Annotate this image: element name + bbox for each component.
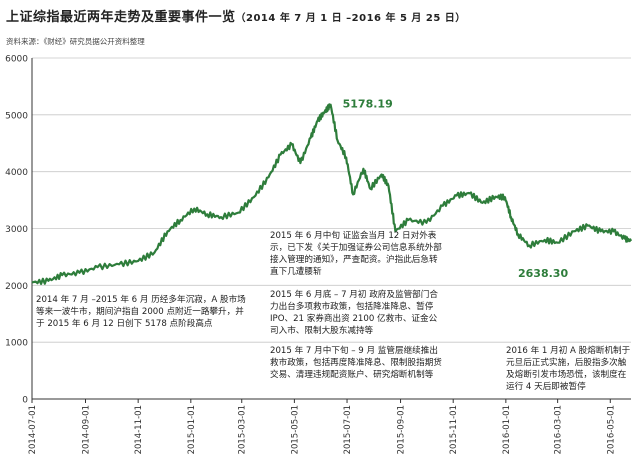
y-tick-label: 1000 xyxy=(5,339,28,349)
note-regulation: 2015 年 6 月中旬 证监会当月 12 日对外表示，已下发《关于加强证券公司… xyxy=(270,231,442,277)
chart-title: 上证综指最近两年走势及重要事件一览（2014 年 7 月 1 日 –2016 年… xyxy=(6,10,466,25)
index-line xyxy=(31,103,633,285)
x-tick-label: 2014-11-01 xyxy=(134,405,144,454)
note-bull-market: 2014 年 7 月 –2015 年 6 月 历经多年沉寂，A 股市场等来一波牛… xyxy=(36,295,246,329)
x-tick-label: 2015-07-01 xyxy=(343,405,353,454)
y-tick-label: 2000 xyxy=(5,282,28,292)
y-tick-label: 4000 xyxy=(5,168,28,178)
x-tick-label: 2016-03-01 xyxy=(554,405,564,454)
x-tick-label: 2016-01-01 xyxy=(502,405,512,454)
y-tick-label: 0 xyxy=(22,396,28,406)
x-tick-label: 2015-01-01 xyxy=(187,405,197,454)
x-tick-label: 2014-09-01 xyxy=(82,405,92,454)
x-tick-label: 2015-09-01 xyxy=(397,405,407,454)
note-circuit-breaker: 2016 年 1 月初 A 股熔断机制于元旦后正式实施，后股指多次触及熔断引发市… xyxy=(506,346,631,392)
note-continued-rescue: 2015 年 7 月中下旬 – 9 月 监管层继续推出救市政策，包括再度降准降息… xyxy=(270,346,442,380)
trough-label: 2638.30 xyxy=(518,267,568,280)
peak-label: 5178.19 xyxy=(343,98,393,111)
x-tick-label: 2015-03-01 xyxy=(238,405,248,454)
y-tick-label: 5000 xyxy=(5,111,28,121)
note-rescue-policy: 2015 年 6 月底 – 7 月初 政府及监管部门合力出台多项救市政策，包括降… xyxy=(270,290,438,336)
x-tick-label: 2016-05-01 xyxy=(606,405,616,454)
chart-subtitle: （2014 年 7 月 1 日 –2016 年 5 月 25 日） xyxy=(235,13,466,24)
y-tick-label: 6000 xyxy=(5,55,28,65)
x-tick-label: 2015-05-01 xyxy=(290,405,300,454)
x-tick-label: 2015-11-01 xyxy=(449,405,459,454)
x-tick-label: 2014-07-01 xyxy=(28,405,38,454)
y-tick-label: 3000 xyxy=(5,225,28,235)
data-source: 资料来源：《财经》研究员据公开资料整理 xyxy=(6,37,145,46)
